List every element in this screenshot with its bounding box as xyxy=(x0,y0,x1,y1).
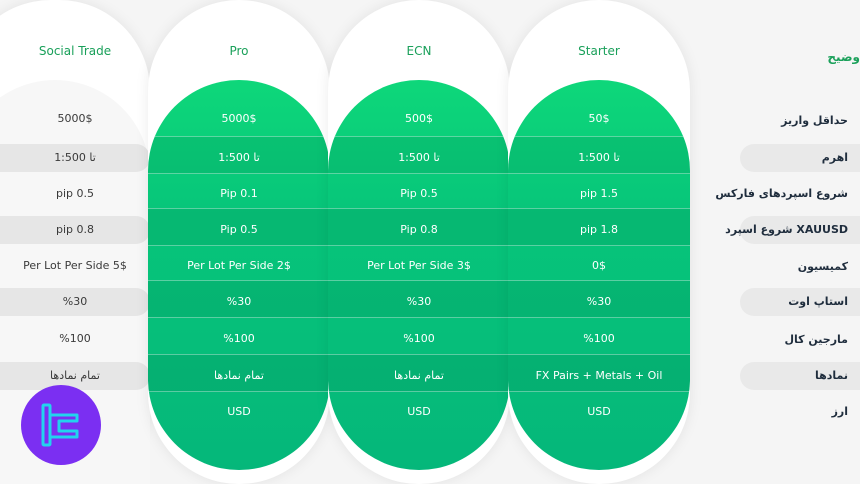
label-leverage: اهرم xyxy=(821,151,848,164)
row-band xyxy=(0,288,150,316)
row-band xyxy=(508,280,690,318)
label-min-deposit: حداقل واریز xyxy=(781,114,848,127)
label-margin-call: مارجین کال xyxy=(784,333,849,346)
column-header-pro: Pro xyxy=(229,44,249,58)
row-band xyxy=(328,280,510,318)
cell-min-deposit: 50$ xyxy=(588,112,610,125)
label-xauusd-spread: شروع اسپرد XAUUSD xyxy=(725,223,848,236)
column-header-ecn: ECN xyxy=(406,44,432,58)
row-band xyxy=(148,136,330,174)
cell-xauusd-spread: Pip 0.8 xyxy=(400,223,438,236)
cell-forex-spread: pip 0.5 xyxy=(55,187,94,200)
cell-xauusd-spread: Pip 0.5 xyxy=(220,223,258,236)
row-band xyxy=(148,280,330,318)
cell-forex-spread: pip 1.5 xyxy=(579,187,618,200)
row-band xyxy=(148,354,330,392)
cell-stop-out: %30 xyxy=(62,295,88,308)
cell-xauusd-spread: pip 0.8 xyxy=(55,223,94,236)
label-commission: کمیسیون xyxy=(797,260,848,273)
cell-margin-call: %100 xyxy=(223,332,255,345)
cell-min-deposit: 5000$ xyxy=(221,112,257,125)
cell-currency: USD xyxy=(227,405,251,418)
cell-forex-spread: Pip 0.1 xyxy=(220,187,258,200)
row-band xyxy=(0,362,150,390)
cell-symbols: تمام نمادها xyxy=(214,369,264,382)
label-forex-spread: شروع اسپردهای فارکس xyxy=(715,187,848,200)
cell-forex-spread: Pip 0.5 xyxy=(400,187,438,200)
label-stop-out: استاپ اوت xyxy=(788,295,848,308)
column-ecn: ECN 500$ تا 1:500 Pip 0.5 Pip 0.8 Per Lo… xyxy=(328,0,510,484)
cell-margin-call: %100 xyxy=(583,332,615,345)
cell-symbols: FX Pairs + Metals + Oil xyxy=(535,369,663,382)
labels-title: وضیح xyxy=(827,50,860,64)
cell-stop-out: %30 xyxy=(406,295,432,308)
cell-currency: USD xyxy=(407,405,431,418)
column-header-starter: Starter xyxy=(578,44,620,58)
row-band xyxy=(508,354,690,392)
label-band xyxy=(740,144,860,172)
cell-leverage: تا 1:500 xyxy=(218,151,260,164)
row-labels: وضیح حداقل واریز اهرم شروع اسپردهای فارک… xyxy=(715,0,860,484)
cell-symbols: تمام نمادها xyxy=(394,369,444,382)
label-band xyxy=(740,216,860,244)
row-band xyxy=(328,136,510,174)
cell-margin-call: %100 xyxy=(59,332,91,345)
cell-min-deposit: 5000$ xyxy=(57,112,93,125)
cell-symbols: تمام نمادها xyxy=(50,369,100,382)
cell-stop-out: %30 xyxy=(586,295,612,308)
cell-commission: Per Lot Per Side 3$ xyxy=(367,259,471,272)
cell-stop-out: %30 xyxy=(226,295,252,308)
column-pro: Pro 5000$ تا 1:500 Pip 0.1 Pip 0.5 Per L… xyxy=(148,0,330,484)
label-currency: ارز xyxy=(831,405,848,418)
cell-commission: Per Lot Per Side 2$ xyxy=(187,259,291,272)
ecn-green-body xyxy=(328,80,510,470)
cell-currency: USD xyxy=(587,405,611,418)
row-band xyxy=(0,216,150,244)
logo-glyph xyxy=(41,403,79,447)
starter-green-body xyxy=(508,80,690,470)
label-band xyxy=(740,288,860,316)
tradingfinder-logo-icon xyxy=(21,385,101,465)
cell-leverage: تا 1:500 xyxy=(578,151,620,164)
row-band xyxy=(0,144,150,172)
row-band xyxy=(508,136,690,174)
row-band xyxy=(508,208,690,246)
column-starter: Starter 50$ تا 1:500 pip 1.5 pip 1.8 0$ … xyxy=(508,0,690,484)
label-symbols: نمادها xyxy=(814,369,848,382)
cell-min-deposit: 500$ xyxy=(405,112,433,125)
row-band xyxy=(328,208,510,246)
row-band xyxy=(328,354,510,392)
cell-leverage: تا 1:500 xyxy=(398,151,440,164)
cell-commission: Per Lot Per Side 5$ xyxy=(23,259,127,272)
row-band xyxy=(148,208,330,246)
cell-margin-call: %100 xyxy=(403,332,435,345)
cell-xauusd-spread: pip 1.8 xyxy=(579,223,618,236)
cell-commission: 0$ xyxy=(592,259,606,272)
pro-green-body xyxy=(148,80,330,470)
cell-leverage: تا 1:500 xyxy=(54,151,96,164)
label-band xyxy=(740,362,860,390)
column-header-social-trade: Social Trade xyxy=(38,44,112,58)
